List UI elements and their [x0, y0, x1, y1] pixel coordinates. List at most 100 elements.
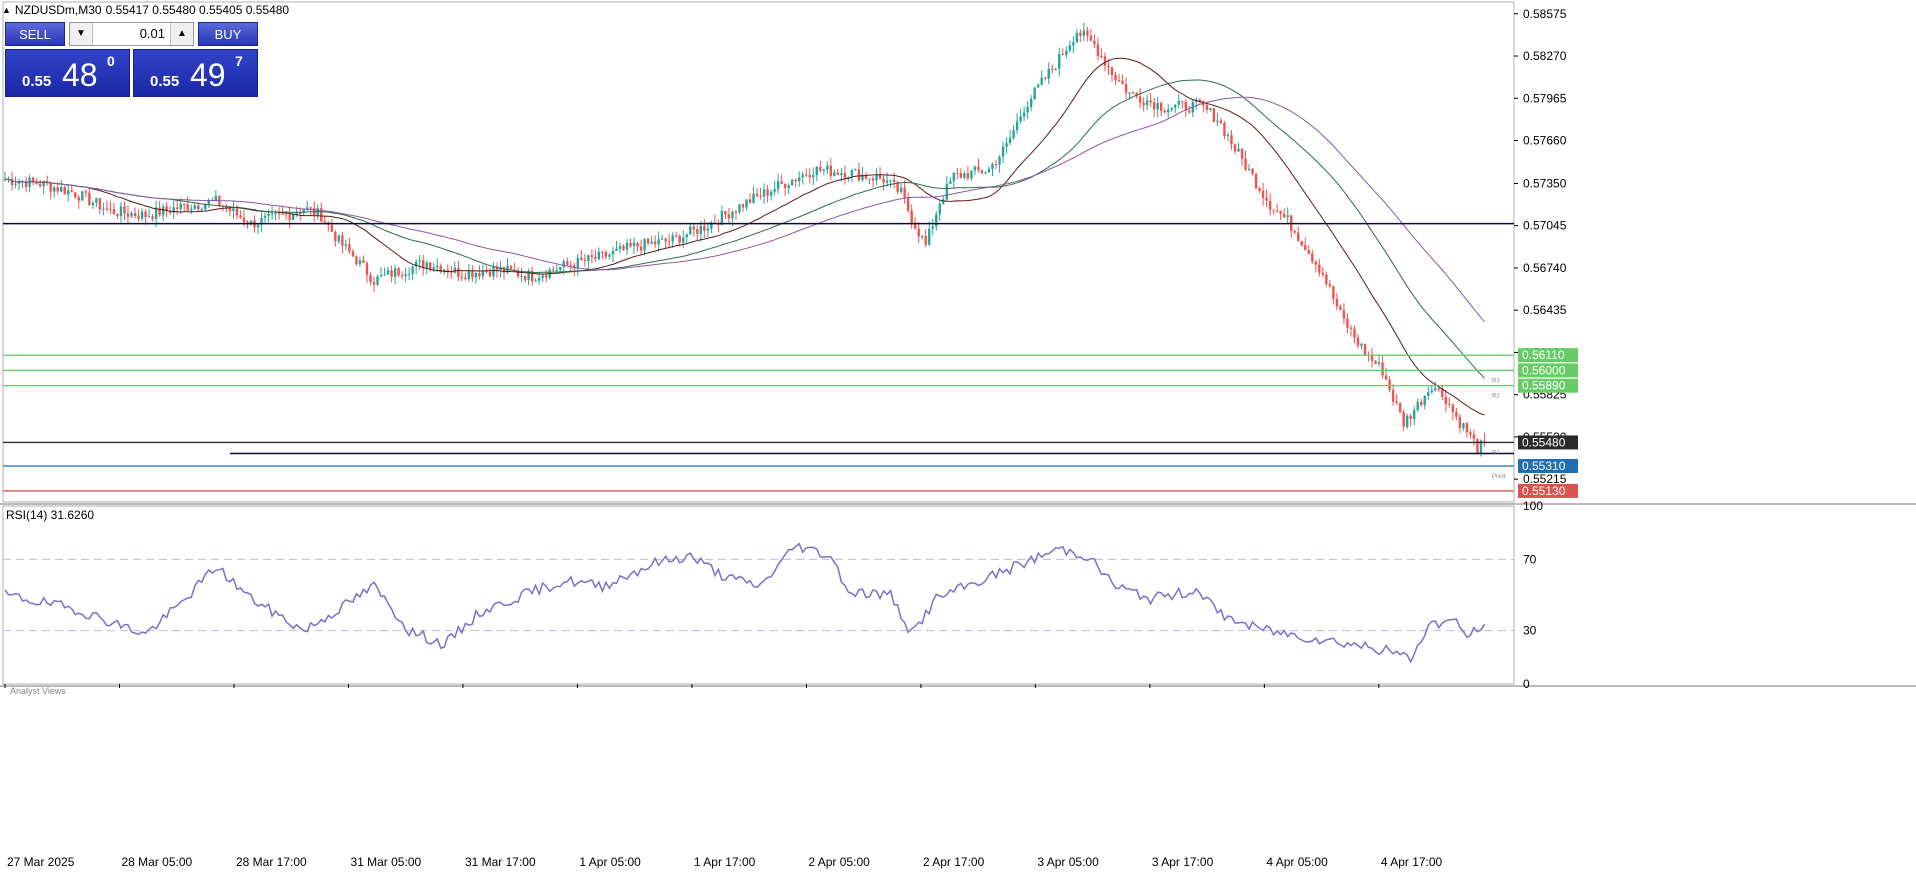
candle-body — [404, 274, 407, 276]
candle-body — [952, 172, 956, 182]
buy-button[interactable]: BUY — [198, 22, 258, 46]
candle-body — [334, 231, 337, 242]
candle-body — [896, 182, 899, 192]
sell-price-box[interactable]: 0.55 48 0 — [5, 49, 130, 97]
candle-body — [31, 177, 35, 182]
candle-body — [474, 273, 478, 278]
candle-body — [1377, 362, 1381, 364]
candle-body — [994, 164, 998, 166]
candle-body — [481, 271, 485, 277]
time-tick-label: 28 Mar 17:00 — [236, 855, 307, 869]
candle-body — [583, 259, 587, 262]
candle-body — [913, 223, 917, 229]
candle-body — [1012, 130, 1015, 138]
candle-body — [1465, 423, 1469, 433]
time-tick-label: 4 Apr 17:00 — [1381, 855, 1443, 869]
candle-body — [1205, 105, 1209, 110]
candle-body — [1110, 67, 1114, 76]
candle-body — [657, 239, 660, 245]
candle-body — [808, 175, 811, 178]
candle-body — [478, 273, 481, 277]
candle-body — [200, 209, 203, 211]
candle-body — [161, 206, 165, 216]
candle-body — [625, 242, 629, 250]
candle-body — [407, 273, 411, 275]
candle-body — [1384, 375, 1388, 380]
lot-decrease-icon[interactable]: ▼ — [70, 23, 93, 45]
candle-body — [1036, 84, 1040, 88]
candle-body — [1251, 168, 1254, 174]
candle-body — [1437, 388, 1441, 390]
candle-body — [1086, 30, 1089, 36]
candle-body — [1149, 100, 1152, 103]
candle-body — [158, 207, 161, 216]
level-price-tag — [1518, 458, 1578, 473]
candle-body — [741, 204, 745, 208]
candle-body — [151, 216, 154, 219]
candle-body — [291, 214, 295, 220]
candle-body — [703, 225, 706, 231]
candle-body — [1395, 401, 1398, 403]
candle-body — [1321, 272, 1325, 275]
sell-button[interactable]: SELL — [5, 22, 65, 46]
candle-body — [597, 251, 601, 260]
candle-body — [1188, 110, 1191, 113]
price-tick-label: 0.57350 — [1523, 176, 1567, 190]
moving-average-medium — [4, 79, 1485, 379]
candle-body — [629, 242, 632, 247]
buy-price-fraction: 7 — [235, 53, 243, 69]
candle-body — [1138, 96, 1142, 103]
candle-body — [421, 260, 425, 268]
candle-body — [1420, 401, 1423, 406]
candle-body — [699, 225, 703, 234]
pivot-level-name: R3 — [1492, 378, 1500, 384]
candle-body — [1226, 134, 1230, 136]
candle-body — [471, 271, 474, 278]
candle-body — [306, 207, 309, 210]
candle-body — [987, 168, 991, 173]
candle-body — [1293, 230, 1296, 233]
price-pane-frame — [2, 1, 1515, 503]
candle-body — [81, 191, 84, 201]
candle-body — [611, 250, 615, 255]
candle-body — [889, 180, 892, 182]
candle-body — [1022, 112, 1026, 117]
candle-body — [878, 175, 882, 179]
candle-body — [942, 199, 945, 204]
lot-increase-icon[interactable]: ▲ — [170, 23, 193, 45]
candle-body — [10, 178, 14, 185]
candle-body — [555, 270, 558, 272]
candle-body — [780, 181, 783, 184]
candle-body — [1416, 401, 1419, 411]
buy-price-box[interactable]: 0.55 49 7 — [133, 49, 258, 97]
candle-body — [1029, 99, 1033, 107]
candle-body — [854, 169, 857, 171]
candle-body — [1479, 440, 1483, 454]
lot-size-field[interactable]: ▼ 0.01 ▲ — [69, 22, 194, 46]
candle-body — [1145, 100, 1149, 106]
candle-body — [875, 175, 878, 181]
candle-body — [105, 208, 109, 210]
candle-body — [88, 192, 91, 206]
candle-body — [1430, 390, 1433, 393]
candle-body — [1047, 68, 1050, 79]
candle-body — [460, 276, 464, 278]
candle-body — [414, 261, 418, 267]
candle-body — [1325, 274, 1328, 285]
candle-body — [123, 206, 126, 214]
candle-body — [910, 210, 913, 224]
candle-body — [1282, 213, 1286, 218]
candle-body — [643, 238, 646, 251]
candle-body — [1170, 107, 1173, 110]
collapse-triangle-icon[interactable]: ▲ — [2, 5, 11, 15]
lot-size-value[interactable]: 0.01 — [139, 26, 165, 41]
candle-body — [1261, 190, 1265, 198]
candle-body — [1240, 148, 1244, 159]
candle-body — [228, 208, 232, 212]
candle-body — [190, 208, 193, 211]
candle-body — [776, 181, 780, 190]
candle-body — [745, 199, 748, 208]
candle-body — [973, 166, 977, 171]
sell-price-fraction: 0 — [107, 53, 115, 69]
